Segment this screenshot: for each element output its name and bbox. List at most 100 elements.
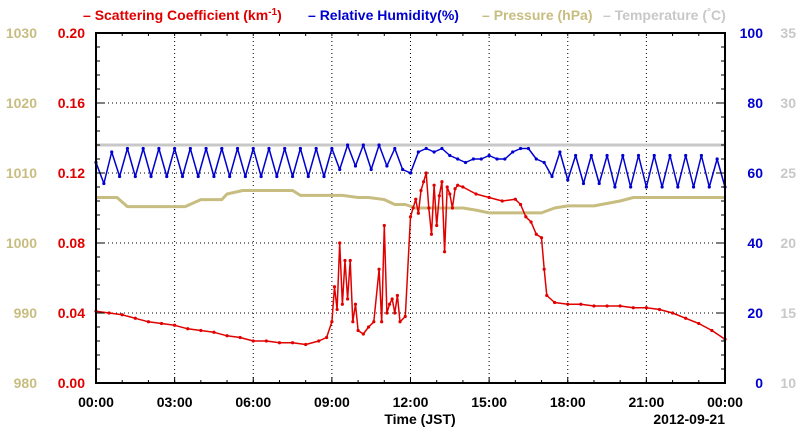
y-tick-label-scattering: 0.08 xyxy=(58,235,85,251)
data-point-scattering-coefficient xyxy=(518,202,523,207)
y-tick-label-pressure: 980 xyxy=(14,375,38,391)
data-point-scattering-coefficient xyxy=(442,250,447,254)
x-tick-label: 00:00 xyxy=(78,394,114,410)
data-point-scattering-coefficient xyxy=(304,342,308,347)
data-point-scattering-coefficient xyxy=(393,311,397,315)
ticks-layer: 00:00 03:00 06:00 09:00 12:00 15:00 18:00 21:00… xyxy=(6,25,796,410)
data-point-scattering-coefficient xyxy=(445,185,449,189)
series-layer xyxy=(94,143,727,347)
x-tick-label: 12:00 xyxy=(393,394,429,410)
data-point-scattering-coefficient xyxy=(435,223,439,228)
data-point-relative-humidity xyxy=(597,181,601,186)
data-point-scattering-coefficient xyxy=(361,332,365,336)
data-point-scattering-coefficient xyxy=(338,241,342,245)
data-point-scattering-coefficient xyxy=(120,313,124,317)
x-axis-label: Time (JST) xyxy=(384,411,455,427)
data-point-scattering-coefficient xyxy=(395,293,399,298)
data-point-scattering-coefficient xyxy=(432,183,436,187)
y-tick-label-scattering: 0.04 xyxy=(58,305,85,321)
data-point-relative-humidity xyxy=(495,157,499,161)
data-point-relative-humidity xyxy=(196,174,200,179)
data-point-scattering-coefficient xyxy=(225,334,229,338)
data-point-relative-humidity xyxy=(636,153,641,158)
data-point-relative-humidity xyxy=(589,153,593,158)
y-tick-label-pressure: 1030 xyxy=(6,25,37,41)
data-point-scattering-coefficient xyxy=(427,206,431,210)
data-point-relative-humidity xyxy=(393,146,397,151)
series-line-scattering-coefficient xyxy=(95,172,726,346)
legend-pressure: – Pressure (hPa) xyxy=(482,7,593,23)
y-tick-label-humidity: 100 xyxy=(740,25,764,41)
x-tick-label: 18:00 xyxy=(550,394,586,410)
data-point-relative-humidity xyxy=(448,153,452,158)
data-point-scattering-coefficient xyxy=(437,194,441,198)
data-point-relative-humidity xyxy=(188,146,192,151)
data-point-scattering-coefficient xyxy=(377,267,381,271)
y-tick-label-temperature: 15 xyxy=(780,305,796,321)
data-point-relative-humidity xyxy=(180,174,185,179)
data-point-relative-humidity xyxy=(684,153,688,158)
data-point-relative-humidity xyxy=(275,174,279,179)
data-point-scattering-coefficient xyxy=(500,199,504,203)
data-point-scattering-coefficient xyxy=(366,325,371,329)
data-point-relative-humidity xyxy=(298,146,303,151)
data-point-scattering-coefficient xyxy=(317,339,321,343)
legend-temperature: – Temperature (°C) xyxy=(603,7,726,24)
data-point-relative-humidity xyxy=(566,178,570,182)
data-point-scattering-coefficient xyxy=(670,311,675,315)
data-point-relative-humidity xyxy=(699,153,704,158)
data-point-relative-humidity xyxy=(212,174,216,179)
data-point-scattering-coefficient xyxy=(107,311,111,315)
data-point-relative-humidity xyxy=(346,143,350,147)
data-point-scattering-coefficient xyxy=(346,297,350,301)
data-point-scattering-coefficient xyxy=(133,316,137,320)
data-point-relative-humidity xyxy=(235,146,240,151)
data-point-scattering-coefficient xyxy=(545,293,549,298)
data-point-relative-humidity xyxy=(157,146,161,151)
data-point-scattering-coefficient xyxy=(424,171,428,175)
y-tick-label-temperature: 30 xyxy=(780,95,796,111)
data-point-relative-humidity xyxy=(283,146,287,151)
data-point-scattering-coefficient xyxy=(238,335,242,340)
data-point-scattering-coefficient xyxy=(173,323,177,327)
data-point-relative-humidity xyxy=(125,146,130,151)
y-tick-label-temperature: 25 xyxy=(780,165,796,181)
data-point-scattering-coefficient xyxy=(631,306,635,310)
data-point-scattering-coefficient xyxy=(199,328,203,333)
data-point-relative-humidity xyxy=(322,174,326,179)
y-tick-label-scattering: 0.00 xyxy=(58,375,85,391)
grid xyxy=(96,33,725,383)
data-point-scattering-coefficient xyxy=(251,339,255,343)
data-point-scattering-coefficient xyxy=(448,192,452,196)
x-tick-label: 06:00 xyxy=(235,394,271,410)
x-tick-label: 21:00 xyxy=(628,394,664,410)
data-point-relative-humidity xyxy=(613,185,617,189)
data-point-scattering-coefficient xyxy=(290,341,295,345)
legend-humidity: – Relative Humidity(%) xyxy=(308,7,459,23)
data-point-scattering-coefficient xyxy=(440,180,444,184)
data-point-relative-humidity xyxy=(133,174,137,179)
data-point-relative-humidity xyxy=(102,181,106,186)
data-point-scattering-coefficient xyxy=(422,180,426,184)
data-point-scattering-coefficient xyxy=(264,339,268,343)
data-point-relative-humidity xyxy=(440,146,444,151)
data-point-relative-humidity xyxy=(432,150,436,154)
data-point-relative-humidity xyxy=(141,146,145,151)
data-point-relative-humidity xyxy=(526,146,531,151)
y-tick-label-temperature: 35 xyxy=(780,25,796,41)
data-point-scattering-coefficient xyxy=(618,304,622,308)
y-tick-label-temperature: 20 xyxy=(780,235,796,251)
data-point-scattering-coefficient xyxy=(348,258,352,263)
data-point-relative-humidity xyxy=(220,146,224,151)
data-point-relative-humidity xyxy=(314,146,318,151)
y-tick-label-humidity: 20 xyxy=(747,305,763,321)
y-tick-label-humidity: 80 xyxy=(747,95,763,111)
data-point-relative-humidity xyxy=(605,153,609,158)
data-point-relative-humidity xyxy=(110,150,114,154)
data-point-scattering-coefficient xyxy=(335,307,339,312)
data-point-scattering-coefficient xyxy=(644,306,648,310)
data-point-scattering-coefficient xyxy=(513,197,517,201)
data-point-relative-humidity xyxy=(652,153,656,158)
y-tick-label-pressure: 1000 xyxy=(6,235,37,251)
data-point-relative-humidity xyxy=(243,174,247,179)
